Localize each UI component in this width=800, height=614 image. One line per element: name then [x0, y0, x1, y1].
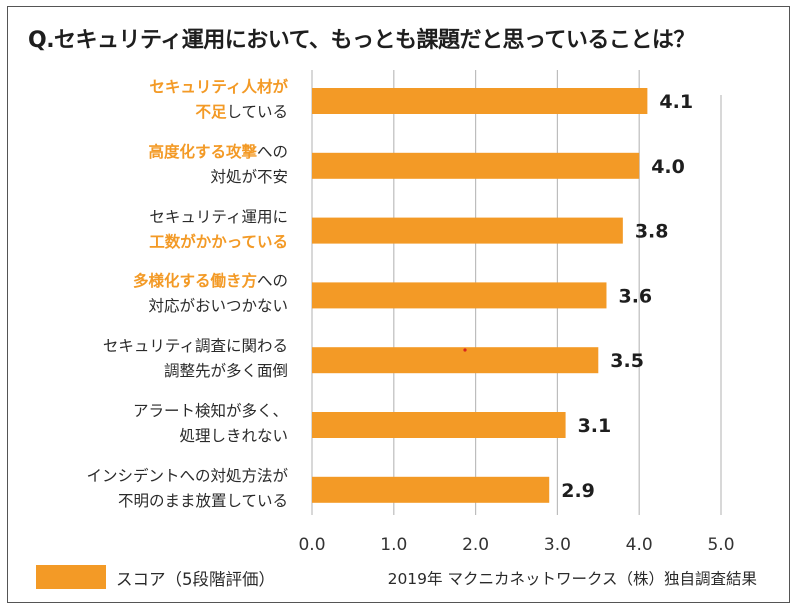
category-label-line: 不明のまま放置している	[86, 489, 288, 514]
label-text: インシデントへの対処方法が	[86, 466, 288, 485]
label-text: 調整先が多く面倒	[163, 362, 288, 381]
label-text: セキュリティ運用に	[149, 207, 288, 226]
x-tick-label: 1.0	[380, 535, 407, 555]
category-label-line: 工数がかかっている	[149, 230, 288, 255]
x-tick-label: 2.0	[462, 535, 489, 555]
legend-label: スコア（5段階評価）	[116, 570, 275, 589]
bar-value-label: 3.1	[578, 415, 612, 437]
highlighted-text: 多様化する働き方	[132, 272, 257, 291]
chart-title: Q.セキュリティ運用において、もっとも課題だと思っていることは？	[28, 28, 695, 53]
bar	[312, 282, 607, 309]
bar	[312, 88, 648, 114]
category-label-line: 処理しきれない	[133, 424, 288, 449]
label-text: への	[256, 272, 288, 291]
highlighted-text: 高度化する攻撃	[148, 142, 257, 161]
category-label-line: インシデントへの対処方法が	[86, 464, 288, 489]
label-text: している	[226, 103, 288, 121]
category-label-line: 対処が不安	[148, 165, 288, 190]
category-label: 高度化する攻撃への対処が不安	[148, 140, 288, 190]
bar-value-label: 3.5	[610, 350, 644, 372]
bar	[312, 476, 550, 503]
category-label-line: セキュリティ人材が	[149, 75, 288, 100]
legend-swatch	[36, 565, 106, 589]
label-text: 処理しきれない	[179, 427, 288, 445]
category-label: セキュリティ人材が不足している	[149, 75, 288, 125]
x-tick-label: 0.0	[298, 535, 325, 555]
marker-dot	[463, 348, 467, 352]
bar-value-label: 3.6	[618, 285, 652, 307]
category-label: 多様化する働き方への対応がおいつかない	[133, 269, 288, 319]
category-label-line: 対応がおいつかない	[133, 294, 288, 319]
bar	[312, 152, 640, 179]
category-label-line: 高度化する攻撃への	[148, 140, 288, 165]
label-text: 対応がおいつかない	[148, 297, 288, 316]
category-label-line: セキュリティ運用に	[149, 205, 288, 230]
x-tick-label: 3.0	[544, 535, 571, 555]
label-text: 不明のまま放置している	[117, 491, 288, 510]
bar	[312, 217, 623, 244]
highlighted-text: 工数がかかっている	[149, 232, 288, 251]
bar	[312, 347, 599, 374]
bar-value-label: 3.8	[635, 221, 669, 243]
legend-swatch-rect	[36, 565, 106, 589]
label-text: 対処が不安	[210, 167, 288, 186]
label-text: への	[256, 142, 288, 161]
x-tick-label: 5.0	[707, 535, 734, 555]
category-label-line: 不足している	[149, 100, 288, 125]
source-note: 2019年 マクニカネットワークス（株）独自調査結果	[387, 570, 757, 588]
bar-value-label: 2.9	[561, 480, 595, 502]
category-label: セキュリティ調査に関わる調整先が多く面倒	[103, 334, 288, 384]
category-label: アラート検知が多く、処理しきれない	[133, 399, 288, 449]
label-text: アラート検知が多く、	[132, 402, 288, 420]
category-label: セキュリティ運用に 工数がかかっている	[149, 205, 288, 255]
category-label-line: 多様化する働き方への	[133, 269, 288, 294]
chart-frame	[7, 6, 790, 603]
category-label-line: 調整先が多く面倒	[103, 359, 288, 384]
category-label: インシデントへの対処方法が不明のまま放置している	[86, 464, 288, 514]
category-label-line: セキュリティ調査に関わる	[103, 334, 288, 359]
highlighted-text: セキュリティ人材が	[149, 78, 288, 96]
x-tick-label: 4.0	[626, 535, 653, 555]
category-label-line: アラート検知が多く、	[133, 399, 288, 424]
bar-value-label: 4.1	[659, 91, 693, 113]
label-text: セキュリティ調査に関わる	[102, 337, 288, 356]
highlighted-text: 不足	[195, 103, 227, 121]
bar	[312, 412, 566, 438]
bar-value-label: 4.0	[651, 156, 685, 178]
